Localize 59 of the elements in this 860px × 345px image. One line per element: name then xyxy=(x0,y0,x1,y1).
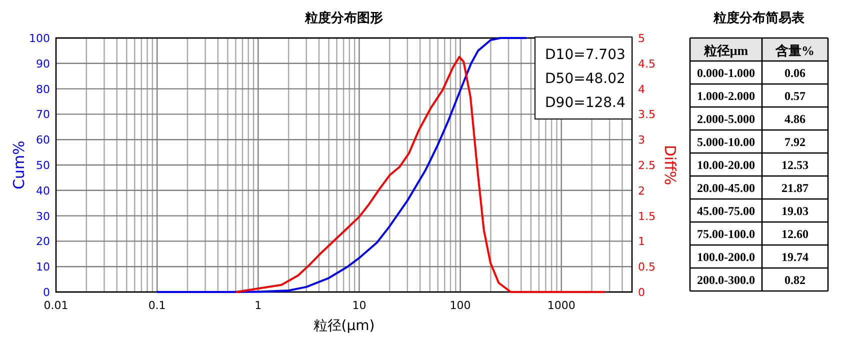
annotation: D10=7.703 xyxy=(545,47,626,63)
x-tick-label: 1000 xyxy=(547,299,576,312)
annotation: D50=48.02 xyxy=(545,71,626,87)
text: 7.92 xyxy=(784,135,806,149)
text: 12.53 xyxy=(782,158,808,172)
x-tick-label: 0.1 xyxy=(148,299,166,312)
category-label: 1.000-2.000 xyxy=(697,89,755,103)
y-tick-label: 20 xyxy=(36,235,50,248)
category-label: 0.000-1.000 xyxy=(697,66,755,80)
text: 粒径μm xyxy=(702,43,748,58)
y-tick-label: 70 xyxy=(36,108,50,122)
text: 粒度分布简易表 xyxy=(712,10,806,26)
y2-tick-label: 0 xyxy=(638,286,645,299)
y2-tick-label: 1 xyxy=(638,235,645,248)
category-label: 20.00-45.00 xyxy=(697,181,755,195)
category-label: 100.0-200.0 xyxy=(697,250,755,264)
text: 0.06 xyxy=(784,66,806,80)
text: 0.57 xyxy=(784,89,806,103)
y-tick-label: 90 xyxy=(36,57,50,70)
y2-tick-label: 2 xyxy=(638,184,645,198)
y2-tick-label: 4.5 xyxy=(638,57,656,70)
y2-tick-label: 3 xyxy=(638,134,645,147)
y-tick-label: 80 xyxy=(36,82,50,96)
stats-box: D10=7.703 D50=48.02 D90=128.4 xyxy=(534,36,632,120)
text: 含量% xyxy=(774,43,814,58)
y2-tick-label: 1.5 xyxy=(638,210,656,223)
text: 21.87 xyxy=(782,181,808,195)
text: 4.86 xyxy=(784,112,806,126)
y-axis-title: Cum% xyxy=(10,140,28,190)
x-tick-label: 1 xyxy=(254,299,262,312)
x-tick-label: 100 xyxy=(450,299,471,312)
category-label: 5.000-10.00 xyxy=(697,135,755,149)
y2-tick-label: 4 xyxy=(638,82,645,96)
x-axis-title: 粒径(μm) xyxy=(313,318,375,334)
y2-axis-title: Diff% xyxy=(661,144,679,186)
y-tick-label: 100 xyxy=(29,32,50,45)
y2-tick-label: 5 xyxy=(638,32,645,45)
text: 0.82 xyxy=(784,273,806,287)
category-label: 2.000-5.000 xyxy=(697,112,755,126)
y-tick-label: 50 xyxy=(36,159,50,172)
x-tick-label: 0.01 xyxy=(44,299,68,312)
category-label: 200.0-300.0 xyxy=(697,273,755,287)
y-tick-label: 30 xyxy=(36,210,50,223)
x-tick-label: 10 xyxy=(352,299,366,312)
annotation: D90=128.4 xyxy=(545,95,626,111)
category-label: 10.00-20.00 xyxy=(697,158,755,172)
chart-title: 粒度分布图形 xyxy=(304,10,383,26)
text: 19.03 xyxy=(782,204,808,218)
y2-tick-label: 2.5 xyxy=(638,159,656,172)
y-tick-label: 40 xyxy=(36,184,50,198)
y-tick-label: 0 xyxy=(43,286,50,299)
category-label: 75.00-100.0 xyxy=(697,227,755,241)
y2-tick-label: 3.5 xyxy=(638,108,656,122)
y-tick-label: 10 xyxy=(36,260,50,274)
y-tick-label: 60 xyxy=(36,134,50,147)
text: 19.74 xyxy=(782,250,808,264)
category-label: 45.00-75.00 xyxy=(697,204,755,218)
text: 12.60 xyxy=(782,227,808,241)
y2-tick-label: 0.5 xyxy=(638,260,656,274)
